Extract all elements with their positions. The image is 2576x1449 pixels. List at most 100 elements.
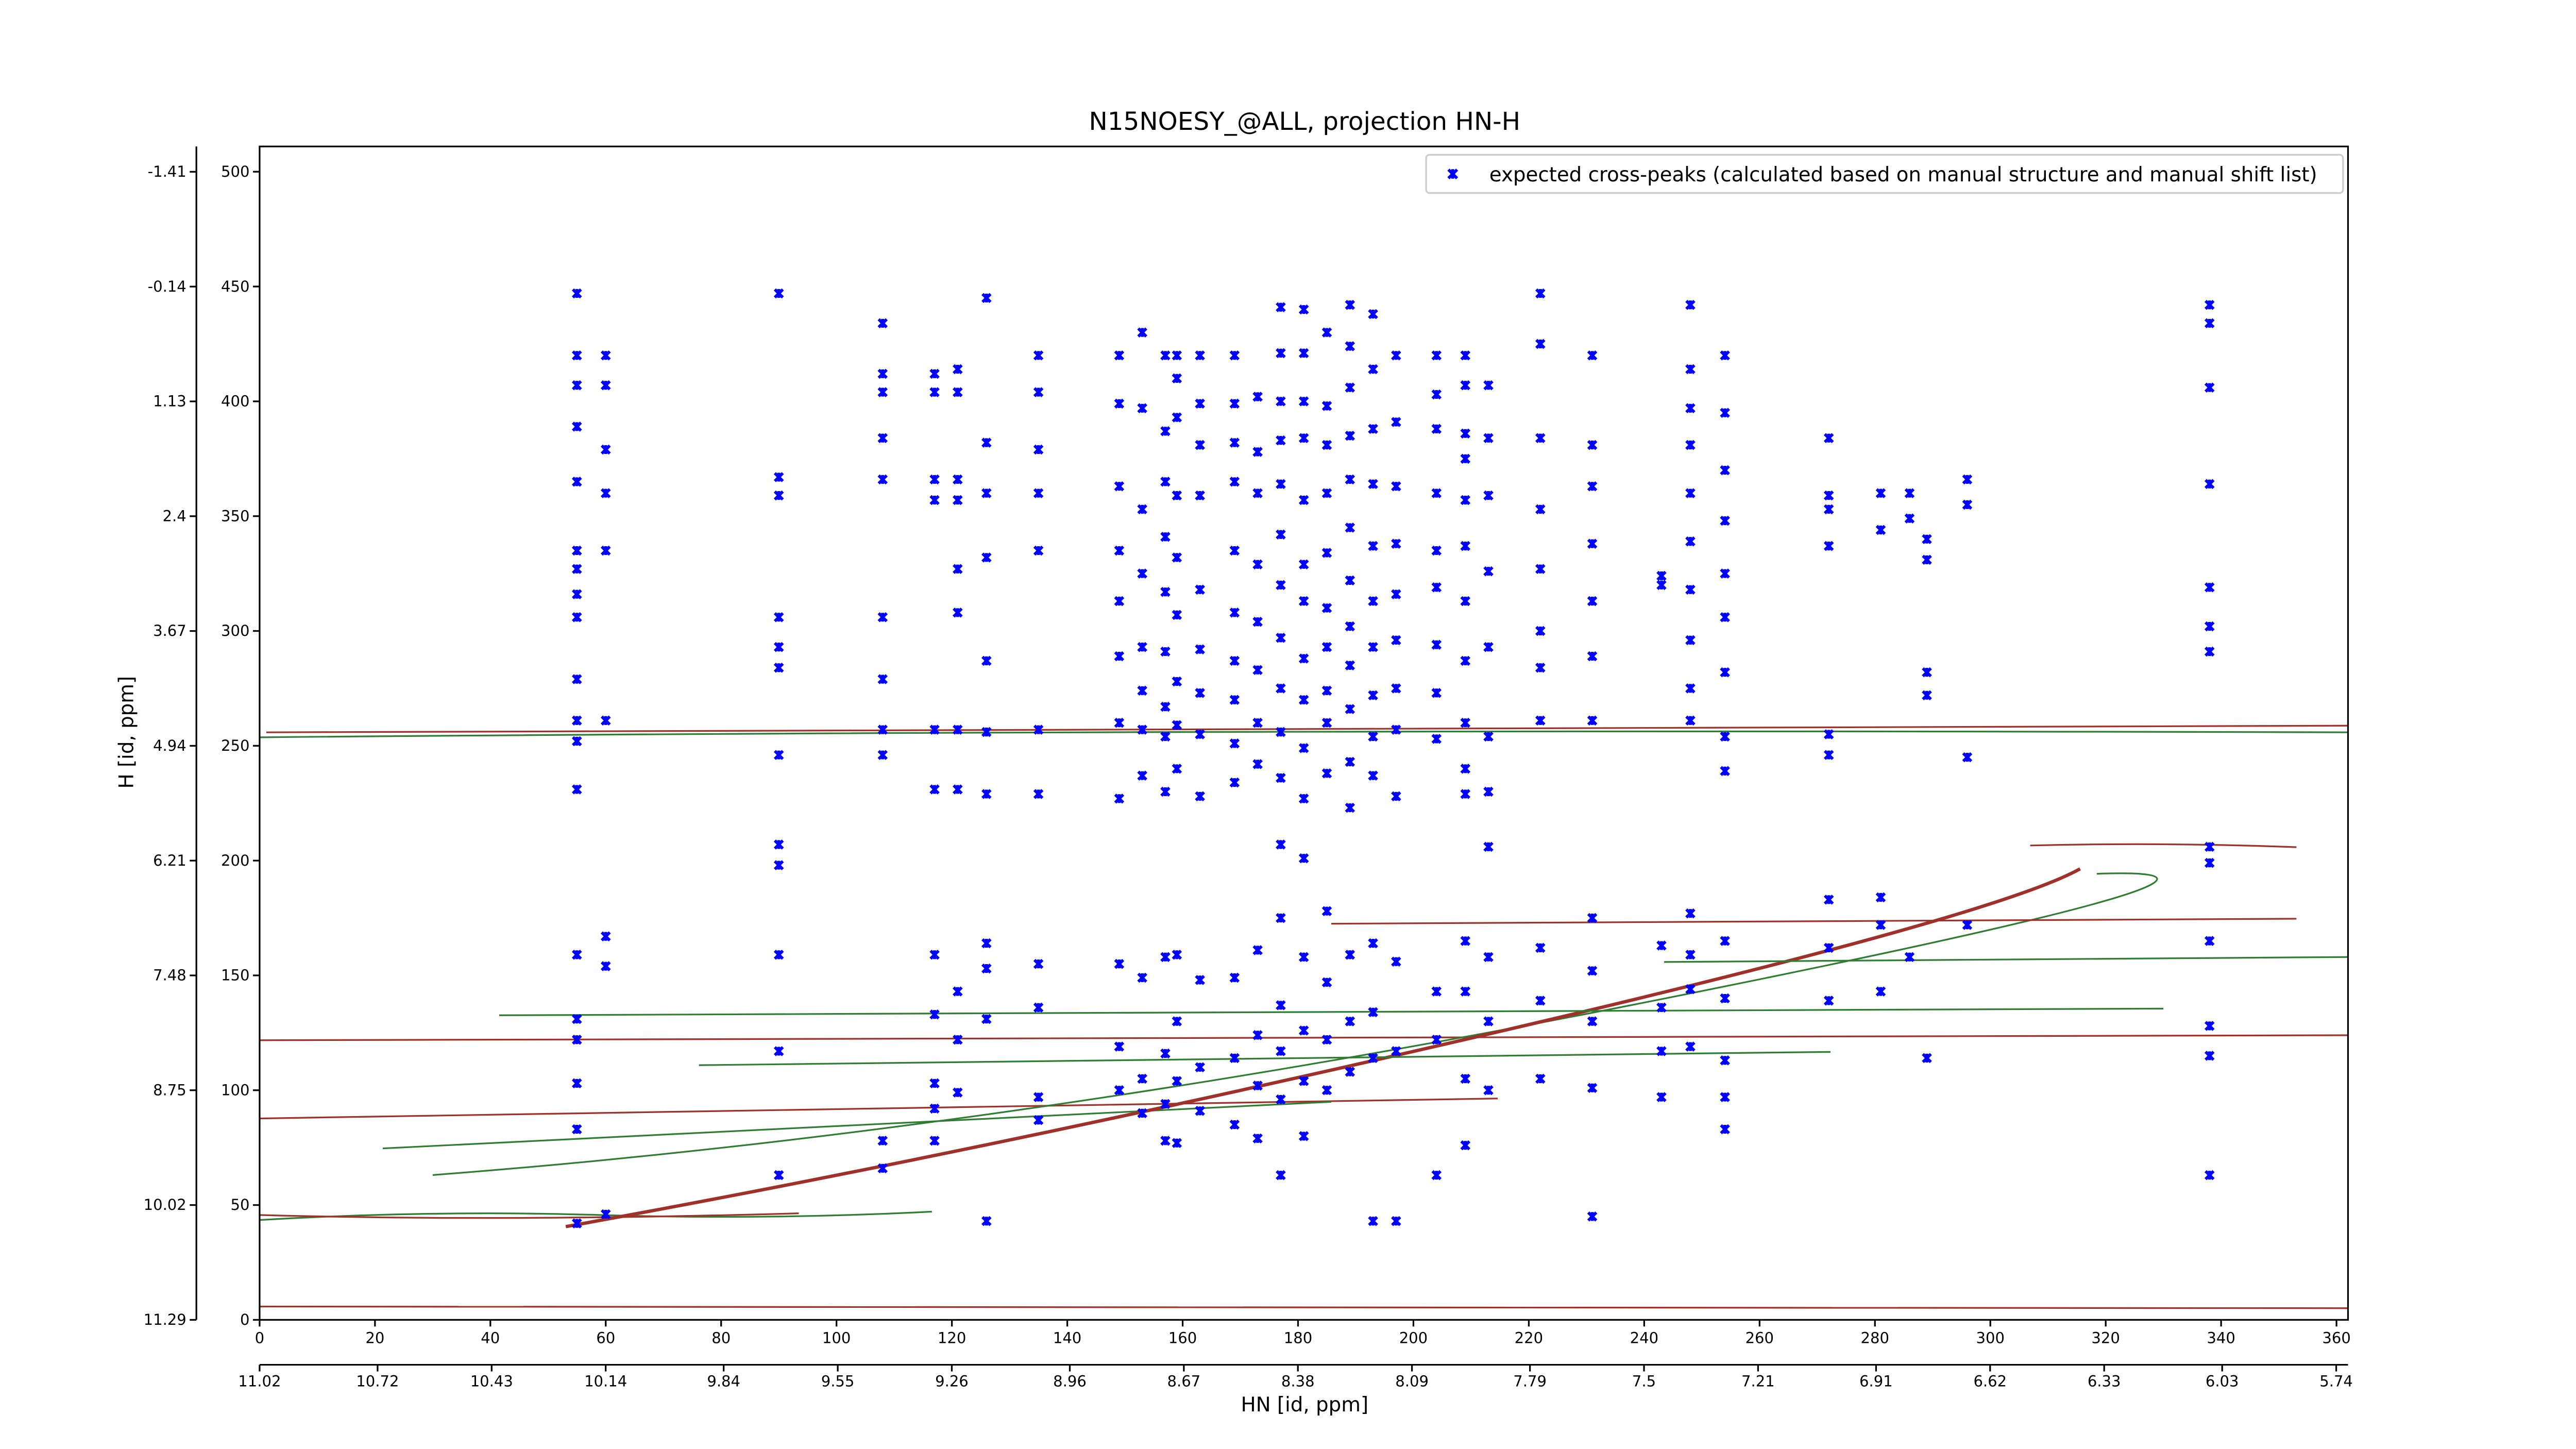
cross-peak — [1298, 743, 1309, 753]
cross-peak — [929, 1103, 940, 1114]
cross-peak — [1195, 644, 1205, 654]
cross-peak — [2204, 318, 2215, 329]
cross-peak — [1345, 299, 1355, 310]
cross-peak — [1298, 695, 1309, 705]
cross-peak — [1137, 568, 1147, 579]
cross-peak — [1431, 582, 1442, 593]
x2-tick-label: 11.02 — [238, 1373, 281, 1390]
cross-peak — [1137, 504, 1147, 515]
cross-peak — [1460, 350, 1471, 361]
cross-peak — [1587, 440, 1598, 450]
cross-peak — [1587, 1083, 1598, 1093]
cross-peak — [571, 736, 582, 747]
x2-tick-label: 7.21 — [1741, 1373, 1775, 1390]
cross-peak — [929, 1135, 940, 1146]
cross-peak — [1160, 646, 1171, 657]
x2-tick-label: 6.03 — [2206, 1373, 2239, 1390]
x-tick-label: 0 — [255, 1329, 264, 1347]
x-tick-label: 60 — [596, 1329, 615, 1347]
cross-peak — [1276, 302, 1286, 312]
cross-peak — [1368, 541, 1378, 551]
cross-peak — [1298, 1025, 1309, 1036]
cross-peak — [1685, 440, 1696, 450]
cross-peak — [1962, 752, 1973, 763]
cross-peak — [1033, 545, 1044, 556]
cross-peak — [877, 1163, 888, 1174]
cross-peak — [2204, 646, 2215, 657]
cross-peak — [2204, 621, 2215, 632]
cross-peak — [1368, 424, 1378, 434]
cross-peak — [877, 387, 888, 397]
cross-peak — [773, 750, 784, 760]
x-axis-label: HN [id, ppm] — [1241, 1393, 1368, 1417]
cross-peak — [1823, 490, 1834, 501]
cross-peak — [773, 1046, 784, 1056]
cross-peak — [1160, 586, 1171, 597]
cross-peak — [1321, 400, 1332, 411]
cross-peak — [2204, 936, 2215, 946]
cross-peak — [953, 495, 963, 506]
cross-peak — [929, 368, 940, 379]
cross-peak — [1276, 1170, 1286, 1181]
cross-peak — [1535, 626, 1546, 636]
cross-peak — [929, 474, 940, 485]
cross-peak — [1160, 531, 1171, 542]
cross-peak — [1720, 1124, 1730, 1135]
cross-peak — [1720, 465, 1730, 476]
cross-peak — [1172, 950, 1182, 960]
x2-tick-label: 6.33 — [2088, 1373, 2121, 1390]
cross-peak — [1321, 906, 1332, 916]
cross-peak — [1114, 545, 1125, 556]
cross-peak — [1587, 913, 1598, 923]
cross-peak — [1137, 685, 1147, 696]
cross-peak — [773, 288, 784, 299]
cross-peak — [1321, 327, 1332, 338]
cross-peak — [1114, 958, 1125, 969]
cross-peak — [877, 724, 888, 735]
cross-peak — [1460, 789, 1471, 799]
cross-peak — [1875, 488, 1886, 498]
cross-peak — [773, 950, 784, 960]
cross-peak — [1875, 920, 1886, 930]
cross-peak — [1298, 853, 1309, 864]
cross-peak — [1229, 608, 1240, 618]
cross-peak — [600, 1209, 611, 1220]
cross-peak — [877, 612, 888, 622]
x2-tick-label: 8.38 — [1281, 1373, 1315, 1390]
cross-peak — [1460, 1073, 1471, 1084]
cross-peak — [1922, 667, 1932, 678]
cross-peak — [1431, 488, 1442, 498]
contour — [259, 1305, 2348, 1309]
cross-peak — [1276, 683, 1286, 694]
cross-peak — [1460, 495, 1471, 506]
cross-peak — [981, 293, 992, 304]
cross-peak — [571, 422, 582, 432]
x2-tick-label: 10.43 — [470, 1373, 513, 1390]
y-tick-label: 150 — [221, 967, 249, 984]
cross-peak — [1229, 655, 1240, 666]
cross-peak — [1685, 635, 1696, 646]
cross-peak — [1137, 327, 1147, 338]
cross-peak — [1160, 731, 1171, 742]
x-tick-label: 180 — [1284, 1329, 1312, 1347]
cross-peak — [929, 495, 940, 506]
x-tick-label: 140 — [1053, 1329, 1081, 1347]
cross-peak — [1656, 940, 1667, 951]
cross-peak — [929, 724, 940, 735]
cross-peak — [1298, 396, 1309, 407]
cross-peak — [600, 444, 611, 455]
cross-peak — [571, 477, 582, 487]
cross-peak — [1321, 768, 1332, 779]
x-tick-label: 200 — [1399, 1329, 1428, 1347]
cross-peak — [1587, 715, 1598, 726]
cross-peak — [1345, 621, 1355, 632]
cross-peak — [1656, 1046, 1667, 1056]
cross-peak — [2204, 382, 2215, 393]
cross-peak — [1276, 1046, 1286, 1056]
cross-peak — [1875, 986, 1886, 997]
cross-peak — [1587, 651, 1598, 662]
cross-peak — [571, 589, 582, 600]
cross-peak — [1276, 396, 1286, 407]
cross-peak — [1137, 1108, 1147, 1119]
cross-peak — [1321, 488, 1332, 498]
